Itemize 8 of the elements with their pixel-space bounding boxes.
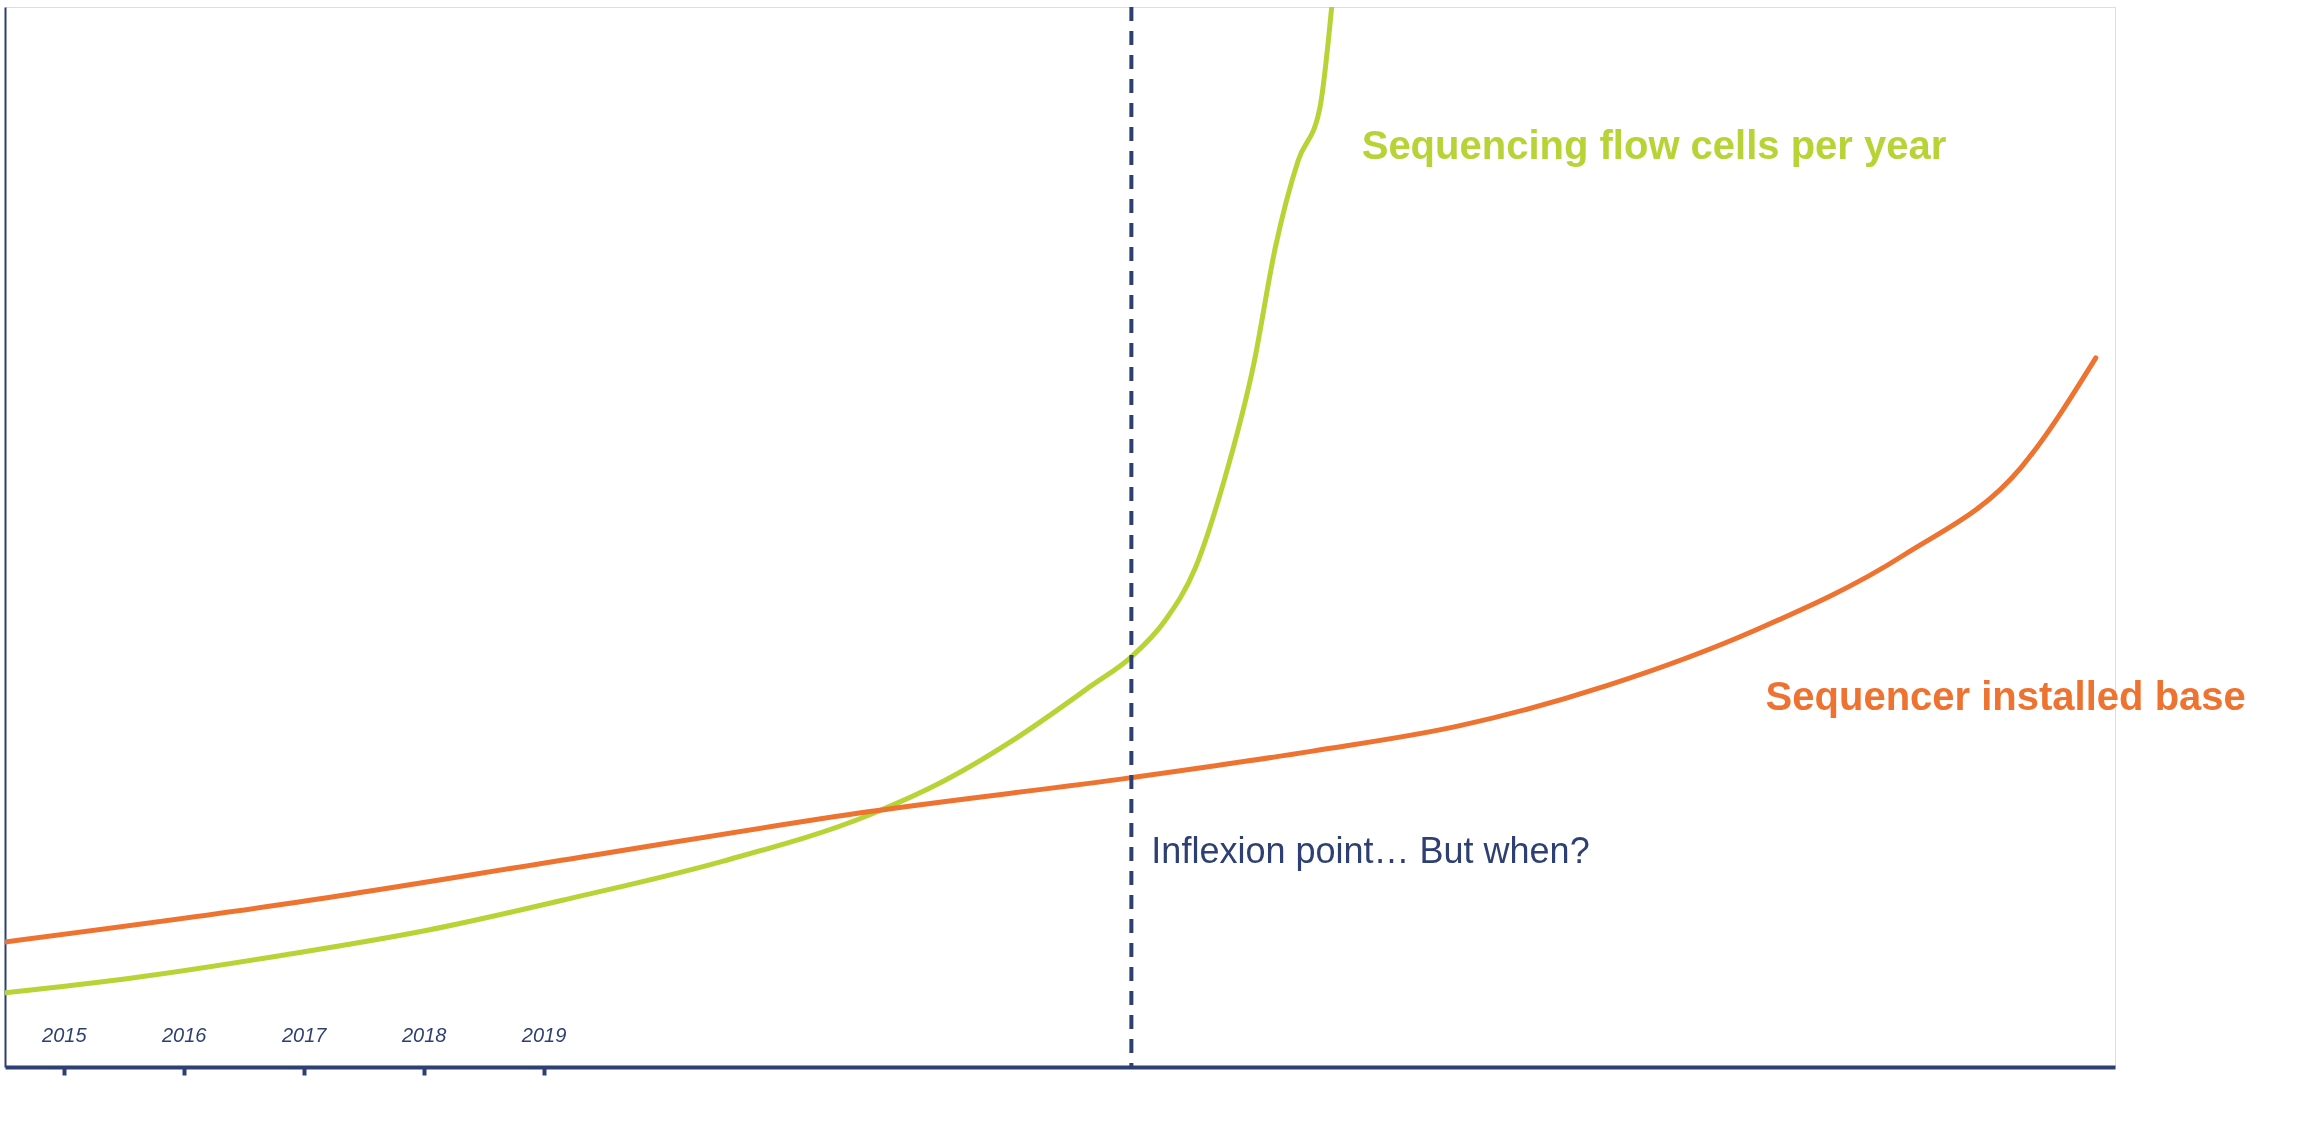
x-tick-label: 2018: [400, 1023, 447, 1046]
series-label: Sequencer installed base: [1765, 673, 2246, 718]
x-tick-label: 2015: [41, 1023, 88, 1046]
ref-line-label: Inflexion point… But when?: [1151, 830, 1590, 871]
series-label: Sequencing flow cells per year: [1361, 123, 1947, 167]
x-tick-label: 2019: [520, 1023, 567, 1046]
x-tick-label: 2016: [160, 1023, 208, 1046]
x-tick-label: 2017: [280, 1023, 328, 1046]
